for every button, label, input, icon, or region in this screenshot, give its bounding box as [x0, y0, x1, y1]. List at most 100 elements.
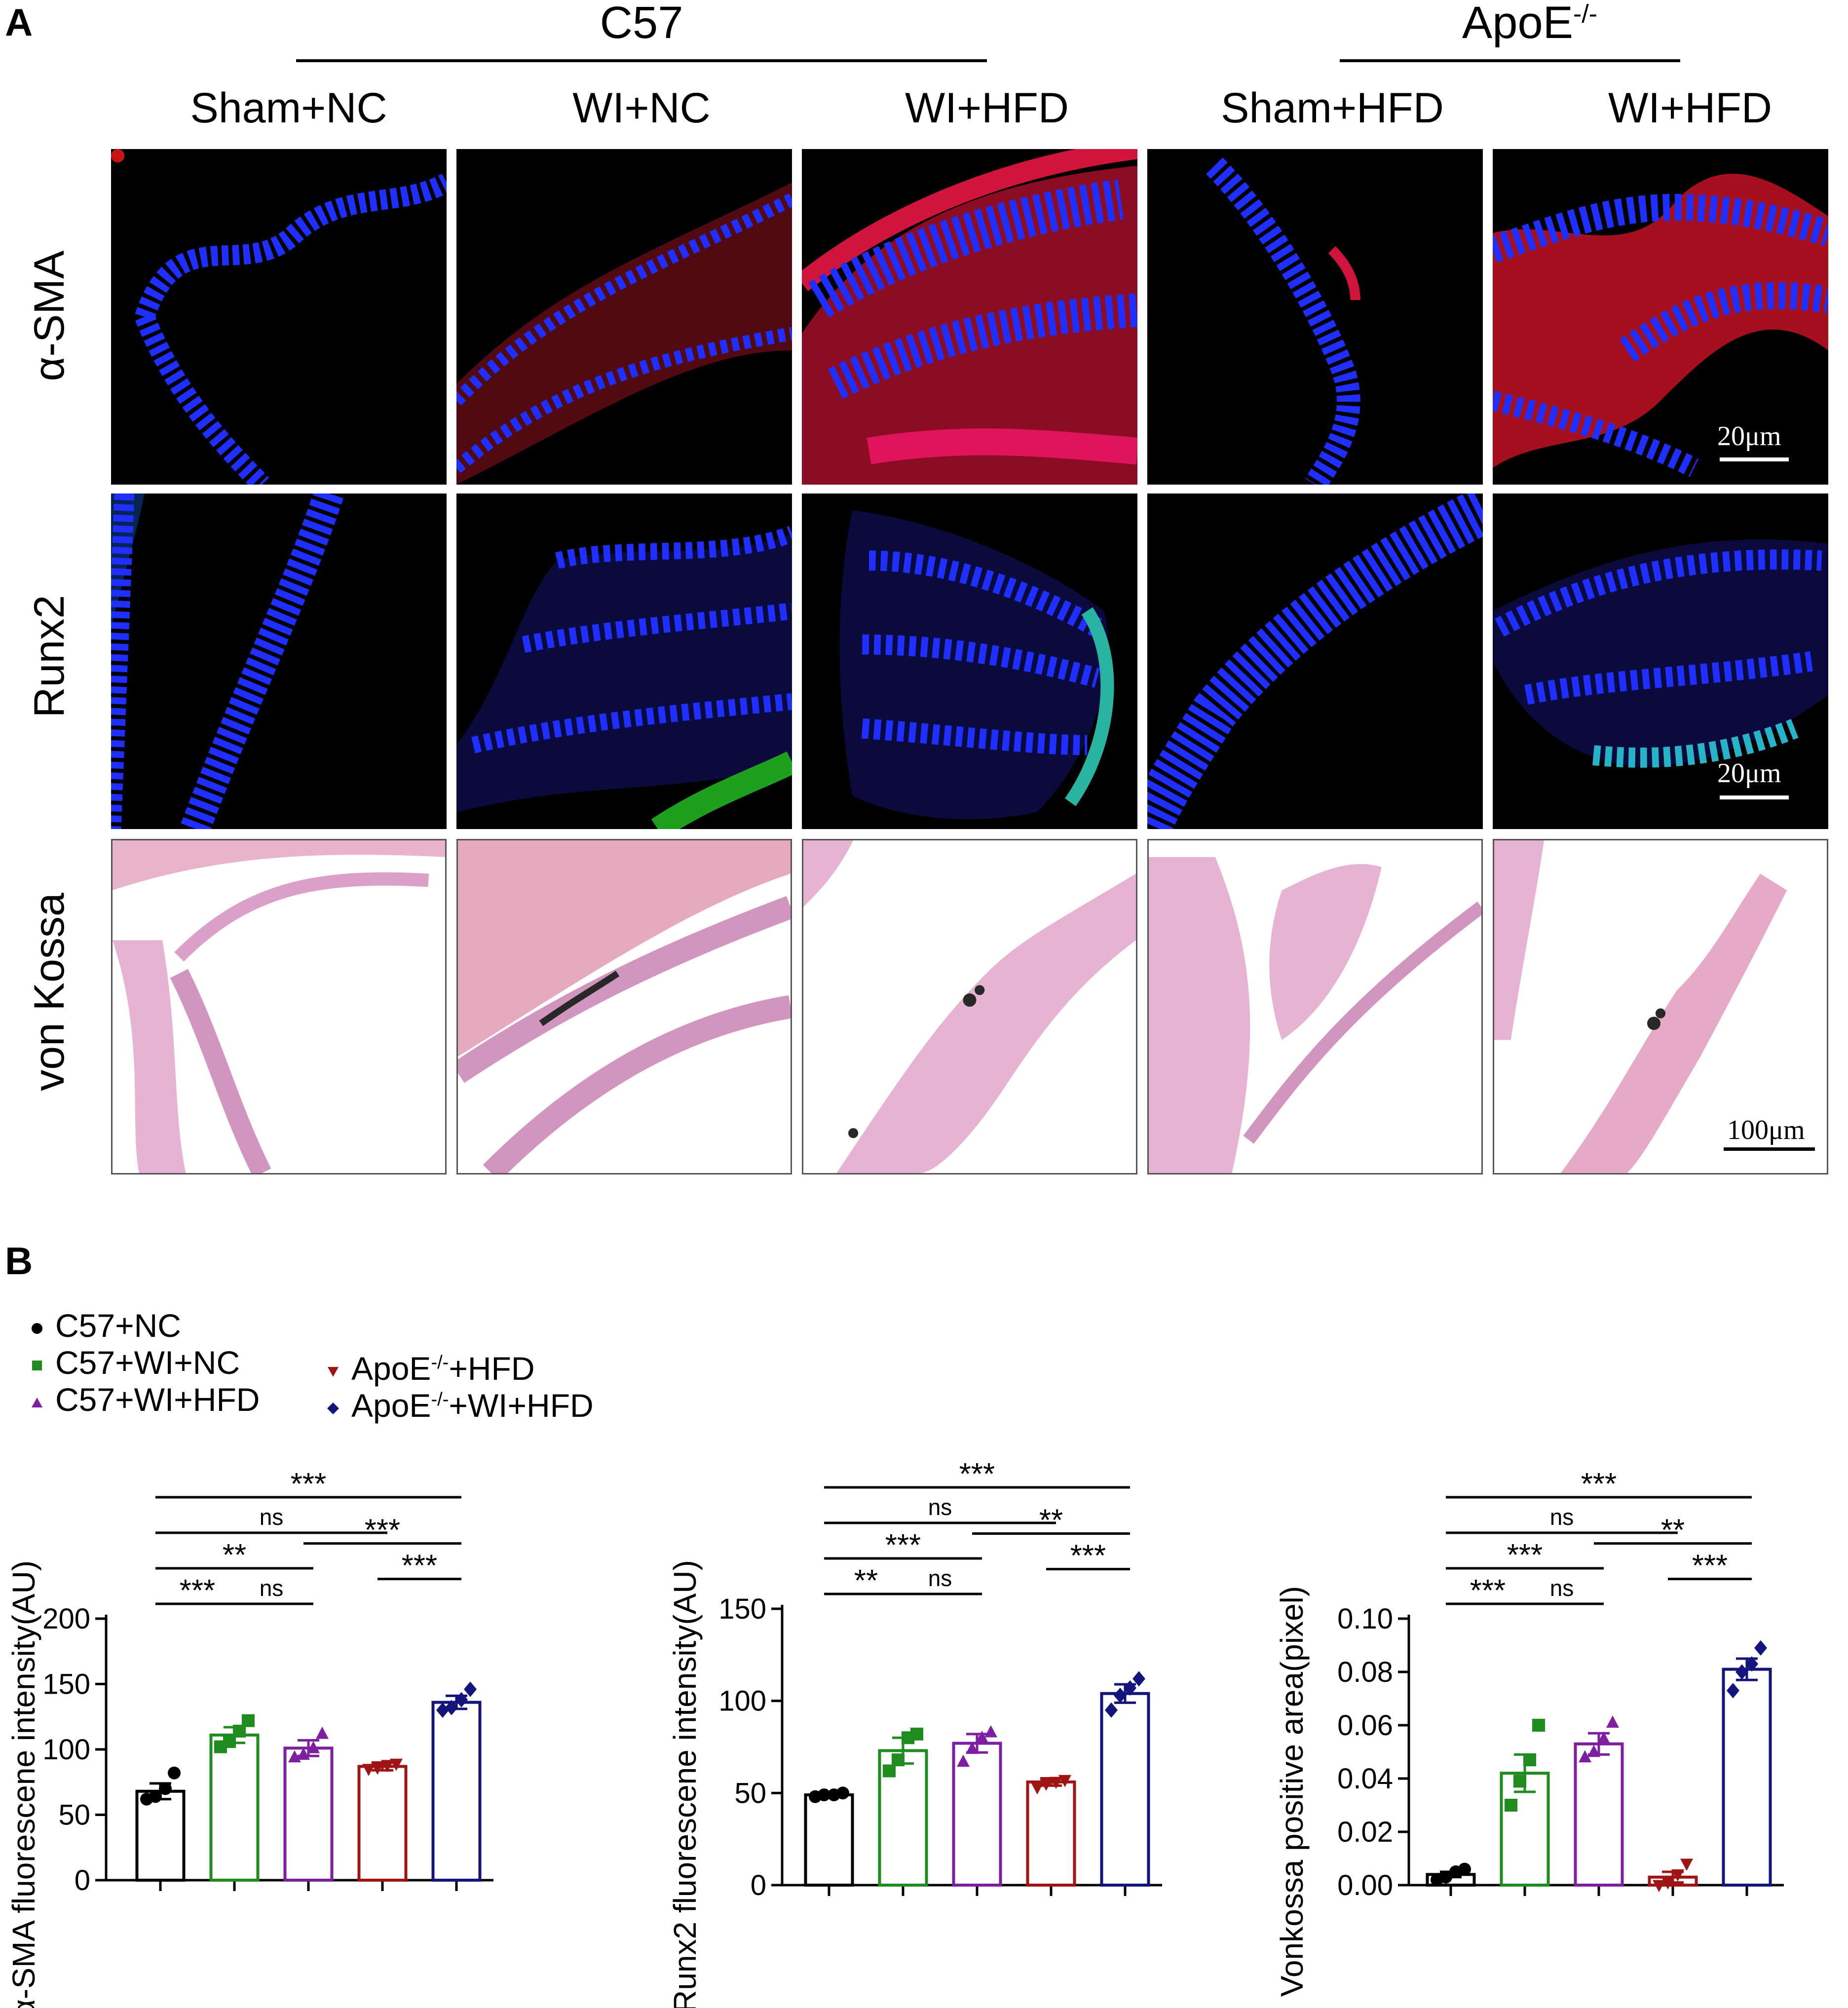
y-tick-label: 150	[42, 1668, 90, 1701]
bar	[135, 1789, 186, 1882]
significance-label: ***	[885, 1528, 921, 1562]
legend-item-apoe-wi-hfd: ApoE-/-+WI+HFD	[326, 1382, 594, 1423]
data-point	[1606, 1715, 1619, 1728]
legend-label: C57+WI+NC	[55, 1344, 240, 1381]
data-point	[1754, 1640, 1767, 1656]
y-tick-label: 100	[718, 1685, 766, 1717]
y-axis-label: α-SMA fluorescene intensity(AU)	[6, 1560, 41, 2008]
row-label-von-kossa: von Kossa	[26, 893, 73, 1091]
significance-label: ns	[928, 1565, 952, 1591]
scale-bar-label-asma: 20μm	[1717, 421, 1781, 452]
legend-label: ApoE	[351, 1387, 431, 1424]
significance-label: ***	[1470, 1574, 1506, 1608]
data-point	[1114, 1687, 1127, 1704]
micrograph-asma-sham-hfd	[1147, 149, 1483, 485]
bar	[1026, 1780, 1076, 1887]
data-point	[1439, 1870, 1452, 1884]
bar	[283, 1746, 334, 1882]
data-point	[1124, 1680, 1136, 1696]
micrograph-runx2-apoe-wi-hfd: 20μm	[1493, 493, 1828, 829]
y-tick-label: 150	[718, 1593, 766, 1625]
legend-marker-square-icon	[32, 1360, 42, 1370]
micrograph-asma-wi-nc	[456, 149, 792, 485]
significance-label: ***	[1581, 1467, 1617, 1501]
bar	[209, 1733, 260, 1882]
data-point	[1532, 1719, 1545, 1732]
y-tick-label: 0.00	[1337, 1869, 1393, 1901]
data-point	[1513, 1775, 1526, 1788]
significance-label: **	[1661, 1514, 1685, 1548]
micrograph-asma-wi-hfd	[802, 149, 1137, 485]
strain-divider-apoe	[1340, 59, 1680, 62]
y-axis-label: Runx2 fluorescene intensity(AU)	[667, 1560, 703, 2008]
data-point	[1105, 1702, 1118, 1718]
scale-bar-vonkossa	[1724, 1147, 1815, 1151]
legend-marker-triangle-down-icon	[328, 1366, 339, 1377]
data-point	[1653, 1880, 1665, 1893]
data-point	[1458, 1862, 1471, 1876]
data-point	[1040, 1779, 1053, 1791]
data-point	[818, 1788, 830, 1802]
significance-label: ***	[959, 1457, 995, 1491]
bar	[357, 1765, 408, 1882]
bar	[952, 1742, 1002, 1887]
column-label-sham-hfd: Sham+HFD	[1221, 84, 1444, 132]
data-point	[381, 1760, 394, 1773]
legend-marker-triangle-up-icon	[32, 1397, 42, 1407]
chart-runx2-svg: Runx2 fluorescene intensity(AU) 0 50 100 150…	[667, 1457, 1162, 2008]
y-tick-label: 0.04	[1337, 1763, 1393, 1795]
bar	[1722, 1667, 1772, 1887]
bar	[1574, 1742, 1624, 1887]
data-point	[436, 1702, 449, 1718]
y-axis-label: Vonkossa positive area(pixel)	[1274, 1586, 1310, 1997]
scale-bar-label-vonkossa: 100μm	[1727, 1115, 1805, 1145]
significance-label: ***	[291, 1467, 326, 1501]
data-point	[1050, 1777, 1062, 1789]
y-tick-label: 0	[75, 1864, 90, 1896]
column-label-sham-nc: Sham+NC	[190, 84, 387, 132]
significance-label: ns	[928, 1494, 952, 1520]
significance-label: ***	[1692, 1549, 1728, 1583]
data-point	[1727, 1683, 1739, 1699]
y-tick-label: 0.08	[1337, 1656, 1393, 1688]
legend-marker-circle-icon	[32, 1323, 42, 1334]
column-label-apoe-wi-hfd: WI+HFD	[1608, 84, 1773, 132]
legend-item-c57-wi-hfd: C57+WI+HFD	[30, 1382, 260, 1417]
row-label-runx2: Runx2	[26, 595, 73, 718]
panel-a-letter: A	[5, 0, 33, 44]
data-point	[910, 1727, 923, 1741]
bar	[1100, 1692, 1150, 1887]
y-tick-label: 0	[751, 1869, 766, 1901]
significance-label: ***	[1070, 1539, 1106, 1573]
data-point	[984, 1725, 997, 1738]
legend-marker-diamond-icon	[327, 1402, 339, 1414]
data-point	[957, 1754, 970, 1767]
micrograph-runx2-wi-hfd	[802, 493, 1137, 829]
row-label-asma: α-SMA	[26, 250, 73, 381]
data-point	[464, 1681, 477, 1697]
column-label-wi-hfd: WI+HFD	[905, 84, 1069, 132]
data-point	[1058, 1775, 1071, 1787]
y-tick-label: 0.02	[1337, 1816, 1393, 1848]
legend-item-c57-wi-nc: C57+WI+NC	[30, 1345, 240, 1380]
data-point	[892, 1753, 905, 1767]
chart-vonkossa-svg: Vonkossa positive area(pixel) 0.00 0.02 0.0…	[1274, 1467, 1784, 1997]
data-point	[307, 1741, 320, 1753]
bar	[431, 1701, 482, 1882]
micrograph-vonkossa-sham-nc	[111, 839, 447, 1174]
micrograph-asma-sham-nc	[111, 149, 447, 485]
data-point	[371, 1762, 384, 1775]
significance-label: ***	[1507, 1538, 1543, 1572]
data-point	[1671, 1869, 1684, 1882]
chart-asma: α-SMA fluorescene intensity(AU) 0 50 100 150…	[0, 1456, 582, 2008]
panel-b-letter: B	[5, 1239, 33, 1283]
scale-bar-runx2	[1720, 796, 1789, 799]
micrograph-runx2-sham-nc	[111, 493, 447, 829]
data-point	[1680, 1858, 1693, 1871]
micrograph-asma-apoe-wi-hfd: 20μm	[1493, 149, 1828, 485]
y-tick-label: 100	[42, 1734, 90, 1766]
significance-label: ns	[260, 1575, 284, 1601]
data-point	[455, 1692, 468, 1707]
significance-label: **	[1039, 1504, 1063, 1538]
data-point	[445, 1700, 458, 1715]
